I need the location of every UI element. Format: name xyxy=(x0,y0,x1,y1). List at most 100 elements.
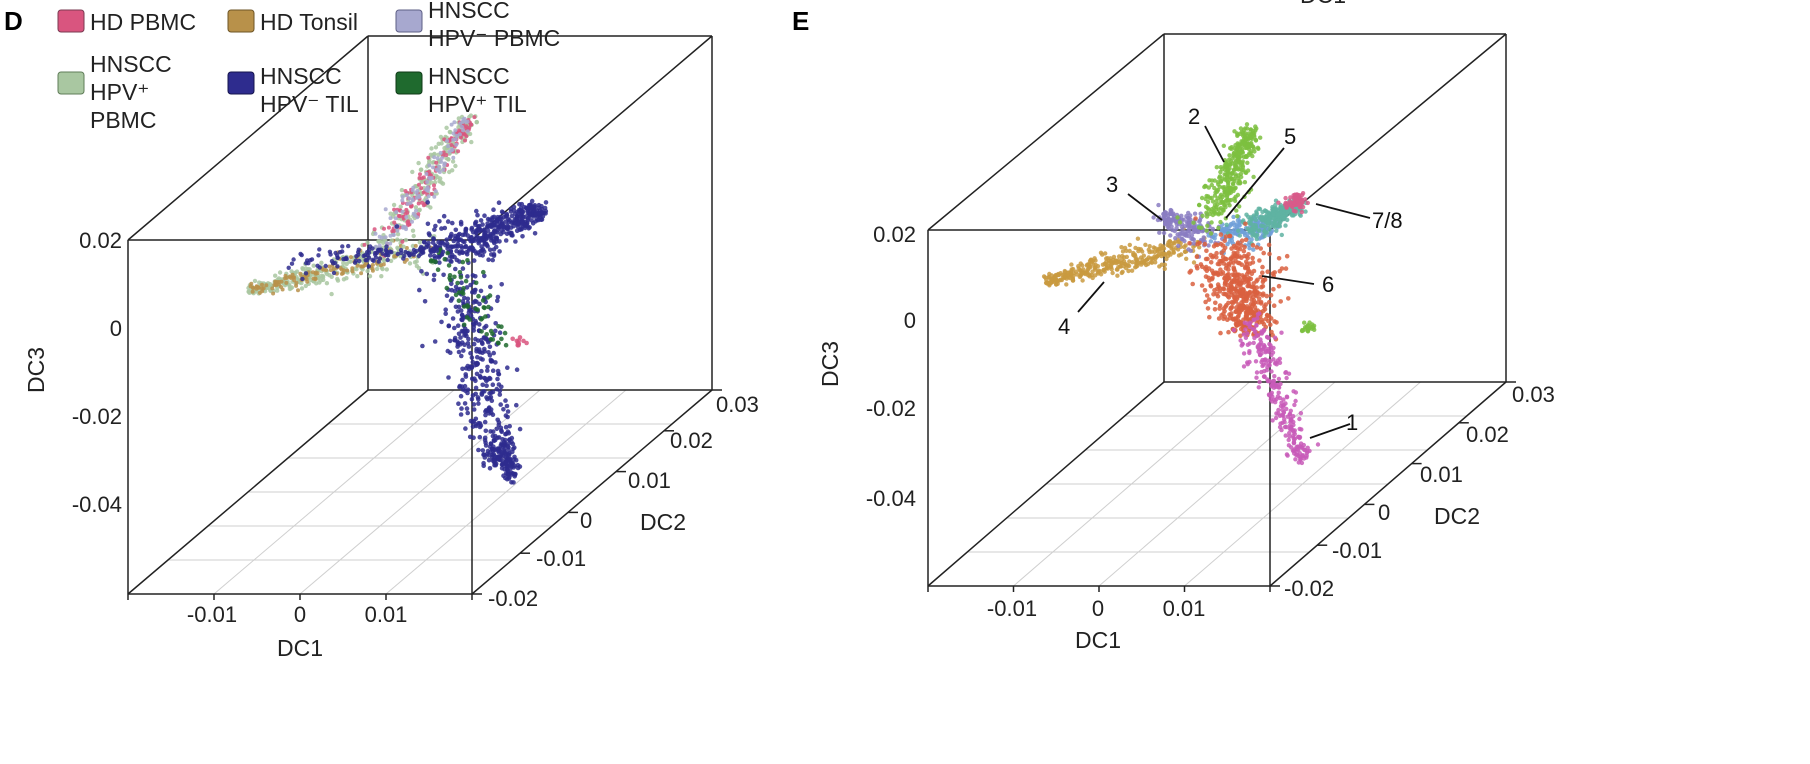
data-point xyxy=(469,397,475,402)
data-point xyxy=(529,218,534,223)
data-point xyxy=(439,319,444,325)
data-point xyxy=(498,402,504,407)
data-point xyxy=(512,217,518,222)
data-point xyxy=(1143,242,1148,247)
data-point xyxy=(483,428,489,434)
data-point xyxy=(391,202,397,208)
data-point xyxy=(499,429,505,435)
data-point xyxy=(1239,343,1244,348)
data-point xyxy=(1233,185,1238,190)
data-point xyxy=(383,235,388,240)
data-point xyxy=(1204,214,1210,219)
data-point xyxy=(366,255,372,260)
data-point xyxy=(405,202,410,206)
axes-box-e xyxy=(927,33,1516,592)
data-point xyxy=(465,274,470,279)
data-point xyxy=(1204,268,1210,274)
data-point xyxy=(465,341,471,346)
data-point xyxy=(431,272,437,278)
data-point xyxy=(1297,451,1303,456)
data-point xyxy=(1188,213,1193,218)
data-point xyxy=(442,256,448,262)
data-point xyxy=(463,138,467,143)
data-point xyxy=(385,257,390,263)
data-point xyxy=(472,115,477,120)
data-point xyxy=(491,239,497,244)
data-point xyxy=(450,220,455,226)
data-point xyxy=(1222,238,1227,243)
data-point xyxy=(437,164,442,169)
data-point xyxy=(1204,248,1209,254)
data-point xyxy=(355,274,360,279)
data-point xyxy=(1292,402,1297,408)
panel-label-d: D xyxy=(4,6,23,36)
data-point xyxy=(1273,383,1279,388)
x-tick-label: 0.01 xyxy=(1163,596,1206,621)
data-point xyxy=(1287,430,1292,436)
data-point xyxy=(300,276,305,282)
data-point xyxy=(433,189,438,194)
data-point xyxy=(444,156,449,161)
data-point xyxy=(1282,417,1287,422)
data-point xyxy=(277,270,283,275)
data-point xyxy=(460,266,466,271)
data-point xyxy=(495,376,500,382)
cluster-label: 2 xyxy=(1188,104,1200,129)
data-point xyxy=(1251,225,1257,230)
data-point xyxy=(486,304,491,310)
data-point xyxy=(1182,244,1187,250)
floor-grid-d xyxy=(168,389,672,595)
data-point xyxy=(1255,277,1260,283)
data-point xyxy=(495,435,500,441)
data-point xyxy=(1206,243,1211,248)
data-point xyxy=(1293,196,1298,202)
z-axis-title: DC2 xyxy=(640,509,686,535)
data-point xyxy=(463,374,469,379)
data-point xyxy=(1108,264,1113,269)
data-point xyxy=(1162,266,1168,271)
data-point xyxy=(395,228,400,233)
data-point xyxy=(462,383,468,389)
data-point xyxy=(481,305,487,310)
data-point xyxy=(1127,242,1133,248)
data-point xyxy=(449,296,455,301)
data-point xyxy=(1205,306,1211,311)
data-point xyxy=(1278,403,1284,409)
data-point xyxy=(388,211,393,216)
data-point xyxy=(431,277,437,283)
data-point xyxy=(448,277,453,283)
data-point xyxy=(502,450,507,455)
data-point xyxy=(1114,267,1120,272)
data-point xyxy=(1203,299,1208,305)
data-point xyxy=(417,246,423,252)
data-point xyxy=(442,161,447,166)
data-point xyxy=(355,263,360,268)
data-point xyxy=(388,258,394,264)
data-point xyxy=(1247,246,1252,251)
points-d xyxy=(246,113,549,485)
data-point xyxy=(1179,236,1185,242)
data-point xyxy=(492,462,497,468)
data-point xyxy=(533,212,538,218)
data-point xyxy=(454,142,459,147)
data-point xyxy=(1241,351,1247,356)
data-point xyxy=(1288,408,1294,413)
cluster-label: 3 xyxy=(1106,172,1118,197)
data-point xyxy=(1210,199,1216,204)
data-point xyxy=(1151,245,1157,250)
cluster-label: 4 xyxy=(1058,314,1070,339)
data-point xyxy=(382,226,386,231)
data-point xyxy=(1220,254,1226,260)
z-tick-label: -0.01 xyxy=(536,546,586,571)
data-point xyxy=(1123,265,1129,271)
data-point xyxy=(1208,260,1214,265)
data-point xyxy=(467,307,473,313)
data-point xyxy=(1257,206,1263,212)
data-point xyxy=(1168,211,1173,217)
data-point xyxy=(524,340,529,346)
data-point xyxy=(497,239,502,244)
data-point xyxy=(427,163,432,168)
data-point xyxy=(303,283,308,289)
leader-line xyxy=(1204,125,1225,163)
data-point xyxy=(1268,343,1273,348)
